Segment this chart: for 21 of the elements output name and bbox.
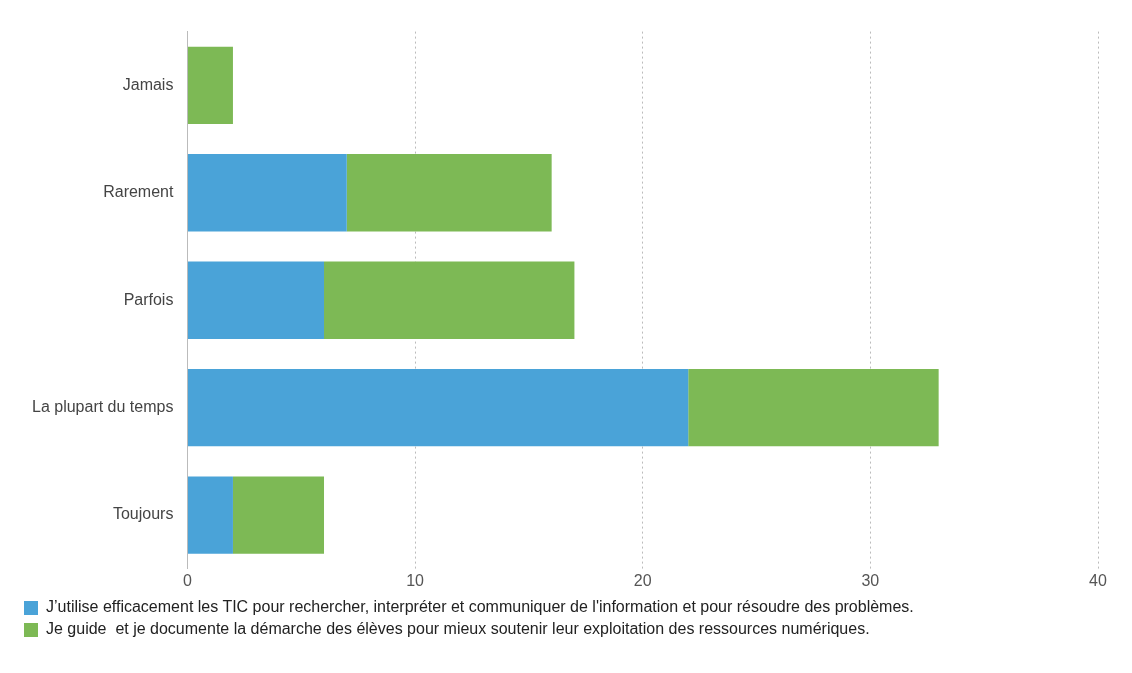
bar	[187, 368, 689, 447]
x-tick-label: 40	[1089, 571, 1107, 589]
legend-label: Je guide et je documente la démarche des élèves pour mieux soutenir leur exploitation des ressources numériques.	[46, 620, 870, 638]
bar	[187, 476, 233, 554]
bar	[187, 46, 233, 124]
x-tick-label: 30	[861, 571, 880, 589]
bar	[324, 261, 575, 339]
x-tick-label: 10	[406, 571, 425, 589]
bar	[187, 261, 325, 339]
y-tick-label: Rarement	[103, 183, 174, 201]
y-tick-label: Toujours	[112, 505, 174, 523]
bar	[232, 476, 325, 554]
legend-label: J’utilise efficacement les TIC pour rechercher, interpréter et communiquer de l'information et pour résoudre des problèmes.	[46, 598, 914, 616]
y-tick-label: Parfois	[123, 290, 174, 308]
x-tick-label: 0	[182, 571, 192, 589]
y-tick-label: Jamais	[122, 75, 174, 93]
bar	[688, 368, 939, 447]
bar	[346, 154, 552, 232]
bar	[187, 154, 347, 232]
y-tick-label: La plupart du temps	[32, 398, 174, 416]
x-tick-label: 20	[633, 571, 652, 589]
